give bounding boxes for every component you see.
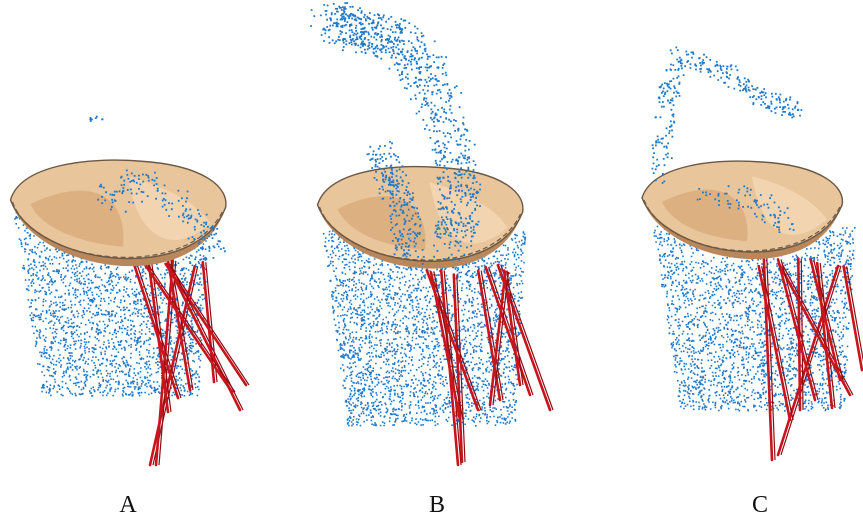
particle-plume (89, 115, 104, 122)
chorda-tendinea (796, 257, 802, 412)
particle-plume (310, 2, 482, 261)
panel-label-b: B (428, 492, 446, 518)
particle-plume (651, 46, 803, 184)
valve-leaflet (662, 189, 748, 242)
particle-plume (366, 141, 425, 269)
chorda-tendinea (776, 258, 817, 402)
particle-cloud (653, 225, 856, 412)
chorda-tendinea (809, 258, 842, 382)
chorda-tendinea (842, 265, 863, 372)
chorda-tendinea (846, 266, 863, 363)
panel-label-a: A (119, 492, 137, 518)
chorda-tendinea (492, 271, 510, 406)
chorda-tendinea (766, 257, 776, 461)
panel-b (310, 2, 554, 467)
chorda-tendinea (813, 259, 844, 381)
chorda-tendinea (484, 265, 532, 397)
chorda-tendinea (456, 274, 466, 463)
panel-a (9, 115, 250, 467)
valve-leaflet (752, 176, 827, 235)
chorda-tendinea (166, 257, 192, 392)
chorda-tendinea (140, 258, 234, 394)
chorda-tendinea (488, 266, 534, 396)
chorda-tendinea (130, 257, 180, 400)
chorda-tendinea (433, 272, 464, 421)
panel-label-c: C (751, 492, 769, 518)
chorda-tendinea (144, 259, 236, 393)
chorda-tendinea (800, 258, 804, 411)
valve-leaflet (128, 176, 211, 240)
valve-annulus-wall (642, 198, 842, 260)
panel-c (641, 46, 863, 462)
chorda-tendinea (488, 270, 507, 407)
chorda-tendinea (452, 273, 464, 464)
valve-rim (318, 206, 522, 261)
chorda-tendinea (164, 262, 248, 387)
chorda-tendinea (780, 259, 819, 401)
chorda-tendinea (480, 270, 504, 401)
particle-cloud (322, 230, 527, 427)
valve-rim (643, 199, 841, 252)
valve-annulus-wall (317, 205, 523, 269)
valve-leaflet (30, 190, 124, 247)
chorda-tendinea (761, 266, 794, 421)
chorda-tendinea (168, 263, 250, 386)
chorda-tendinea (757, 264, 792, 422)
chorda-tendinea (815, 261, 834, 410)
chorda-tendinea (429, 271, 462, 422)
chorda-tendinea (134, 258, 182, 399)
chorda-tendinea (780, 265, 842, 456)
chorda-tendinea (762, 256, 774, 462)
particle-plume (696, 185, 795, 233)
chorda-tendinea (819, 263, 836, 409)
valve-annulus-wall (10, 200, 226, 267)
chorda-tendinea (506, 270, 524, 386)
